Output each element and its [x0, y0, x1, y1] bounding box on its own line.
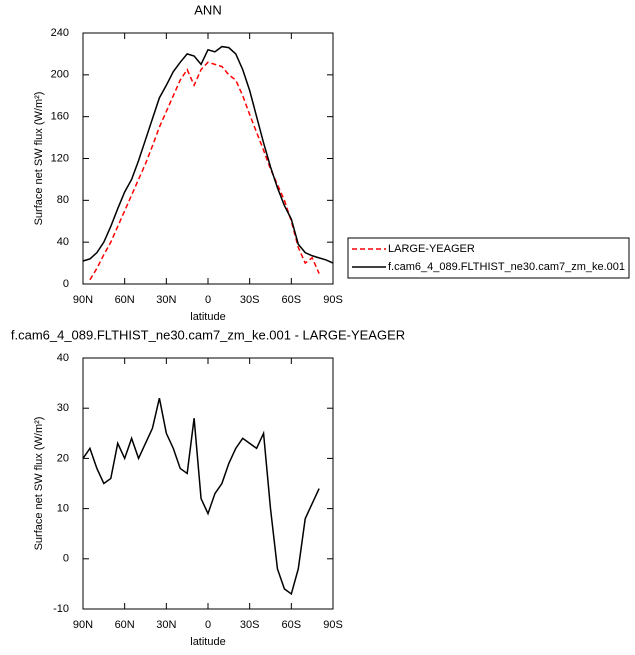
x-axis-label: latitude: [190, 311, 225, 323]
plot-frame: [82, 357, 334, 610]
x-tick-label: 60N: [115, 294, 135, 306]
x-tick-label: 60S: [282, 294, 302, 306]
y-tick-label: 200: [51, 69, 69, 81]
x-axis-label: latitude: [190, 636, 225, 648]
x-tick-label: 90N: [73, 619, 93, 631]
x-tick-label: 0: [205, 294, 211, 306]
y-axis-label: Surface net SW flux (W/m²): [33, 92, 45, 226]
x-tick-label: 60N: [115, 619, 135, 631]
y-axis-label: Surface net SW flux (W/m²): [33, 417, 45, 551]
x-tick-label: 30S: [240, 294, 260, 306]
y-tick-label: 0: [63, 278, 69, 290]
x-tick-label: 30N: [156, 619, 176, 631]
legend-label: LARGE-YEAGER: [388, 243, 475, 255]
x-tick-label: 0: [205, 619, 211, 631]
x-tick-label: 90N: [73, 294, 93, 306]
chart-title: ANN: [194, 2, 221, 17]
x-tick-label: 60S: [282, 619, 302, 631]
data-line: [82, 45, 334, 264]
y-tick-label: 20: [57, 452, 69, 464]
x-tick-label: 30N: [156, 294, 176, 306]
y-tick-label: 40: [57, 236, 69, 248]
y-tick-label: 120: [51, 152, 69, 164]
legend-box: [347, 237, 630, 279]
data-line: [89, 61, 320, 281]
chart-title: f.cam6_4_089.FLTHIST_ne30.cam7_zm_ke.001…: [11, 327, 405, 342]
x-tick-label: 30S: [240, 619, 260, 631]
x-tick-label: 90S: [323, 294, 343, 306]
y-tick-label: 40: [57, 352, 69, 364]
data-line: [82, 397, 320, 596]
x-tick-label: 90S: [323, 619, 343, 631]
y-tick-label: 160: [51, 111, 69, 123]
plot-frame: [82, 32, 334, 285]
legend-label: f.cam6_4_089.FLTHIST_ne30.cam7_zm_ke.001: [388, 261, 625, 273]
y-tick-label: 240: [51, 27, 69, 39]
y-tick-label: 0: [63, 553, 69, 565]
y-tick-label: 30: [57, 402, 69, 414]
y-tick-label: 80: [57, 194, 69, 206]
y-tick-label: -10: [53, 603, 69, 615]
y-tick-label: 10: [57, 503, 69, 515]
